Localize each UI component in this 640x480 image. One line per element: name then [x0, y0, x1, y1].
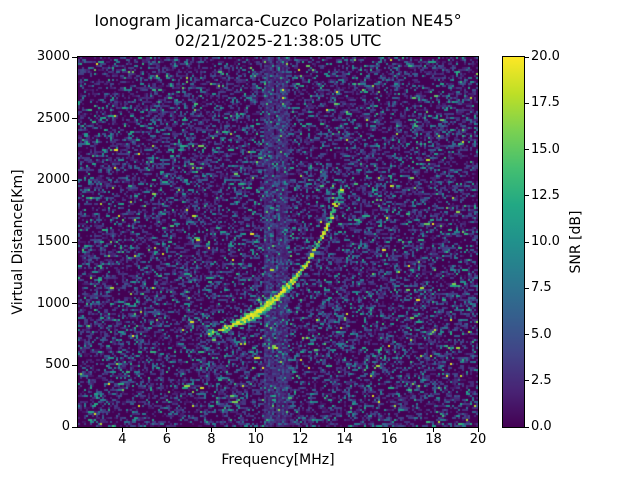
x-tick-label: 20 [469, 432, 487, 447]
colorbar-tick-label: 2.5 [531, 372, 552, 388]
colorbar-tick-label: 7.5 [531, 280, 552, 296]
colorbar-tick-mark [525, 56, 529, 58]
colorbar-tick-mark [525, 380, 529, 382]
x-tick-label: 18 [425, 432, 442, 447]
x-tick-label: 8 [207, 432, 216, 447]
x-tick-label: 4 [118, 432, 127, 447]
colorbar-tick-mark [525, 287, 529, 289]
x-tick-mark [299, 428, 301, 432]
x-tick-mark [121, 428, 123, 432]
colorbar [502, 56, 525, 428]
colorbar-tick-mark [525, 149, 529, 150]
x-axis-label: Frequency[MHz] [221, 452, 335, 468]
x-tick-mark [477, 428, 479, 432]
x-tick-mark [166, 428, 168, 432]
chart-title-line2: 02/21/2025-21:38:05 UTC [174, 31, 382, 50]
y-tick-mark [72, 118, 77, 120]
y-tick-label: 0 [61, 419, 70, 434]
y-tick-mark [72, 303, 77, 305]
ionogram-heatmap [78, 57, 478, 427]
x-tick-mark [433, 428, 435, 432]
colorbar-tick-label: 5.0 [531, 326, 552, 342]
x-tick-mark [255, 428, 257, 432]
colorbar-tick-label: 0.0 [531, 419, 552, 434]
y-tick-mark [72, 241, 77, 243]
colorbar-tick-mark [525, 102, 529, 104]
x-tick-label: 12 [291, 432, 309, 447]
colorbar-tick-mark [525, 195, 529, 197]
y-tick-label: 2500 [36, 110, 70, 126]
y-tick-mark [72, 56, 77, 58]
y-tick-label: 500 [45, 357, 70, 373]
x-tick-label: 16 [380, 432, 398, 447]
y-tick-label: 2000 [36, 172, 70, 188]
x-tick-mark [344, 428, 346, 432]
y-tick-mark [72, 426, 77, 428]
colorbar-tick-mark [525, 241, 529, 243]
x-tick-label: 10 [247, 432, 265, 447]
x-tick-mark [388, 428, 390, 432]
colorbar-tick-label: 15.0 [531, 141, 560, 157]
colorbar-tick-label: 12.5 [531, 187, 560, 203]
chart-title-line1: Ionogram Jicamarca-Cuzco Polarization NE… [94, 11, 462, 30]
chart-title: Ionogram Jicamarca-Cuzco Polarization NE… [94, 11, 461, 51]
y-tick-label: 1500 [36, 234, 70, 249]
colorbar-tick-mark [525, 426, 529, 428]
colorbar-tick-label: 17.5 [531, 95, 560, 111]
y-tick-label: 3000 [36, 49, 70, 64]
colorbar-tick-mark [525, 334, 529, 335]
colorbar-tick-label: 20.0 [531, 49, 560, 64]
y-tick-label: 1000 [36, 295, 70, 311]
colorbar-tick-label: 10.0 [531, 234, 560, 249]
x-tick-mark [210, 428, 212, 432]
plot-area [77, 56, 479, 428]
y-tick-mark [72, 364, 77, 366]
colorbar-label: SNR [dB] [568, 210, 584, 274]
x-tick-label: 14 [336, 432, 353, 447]
y-tick-mark [72, 179, 77, 181]
x-tick-label: 6 [162, 432, 172, 447]
